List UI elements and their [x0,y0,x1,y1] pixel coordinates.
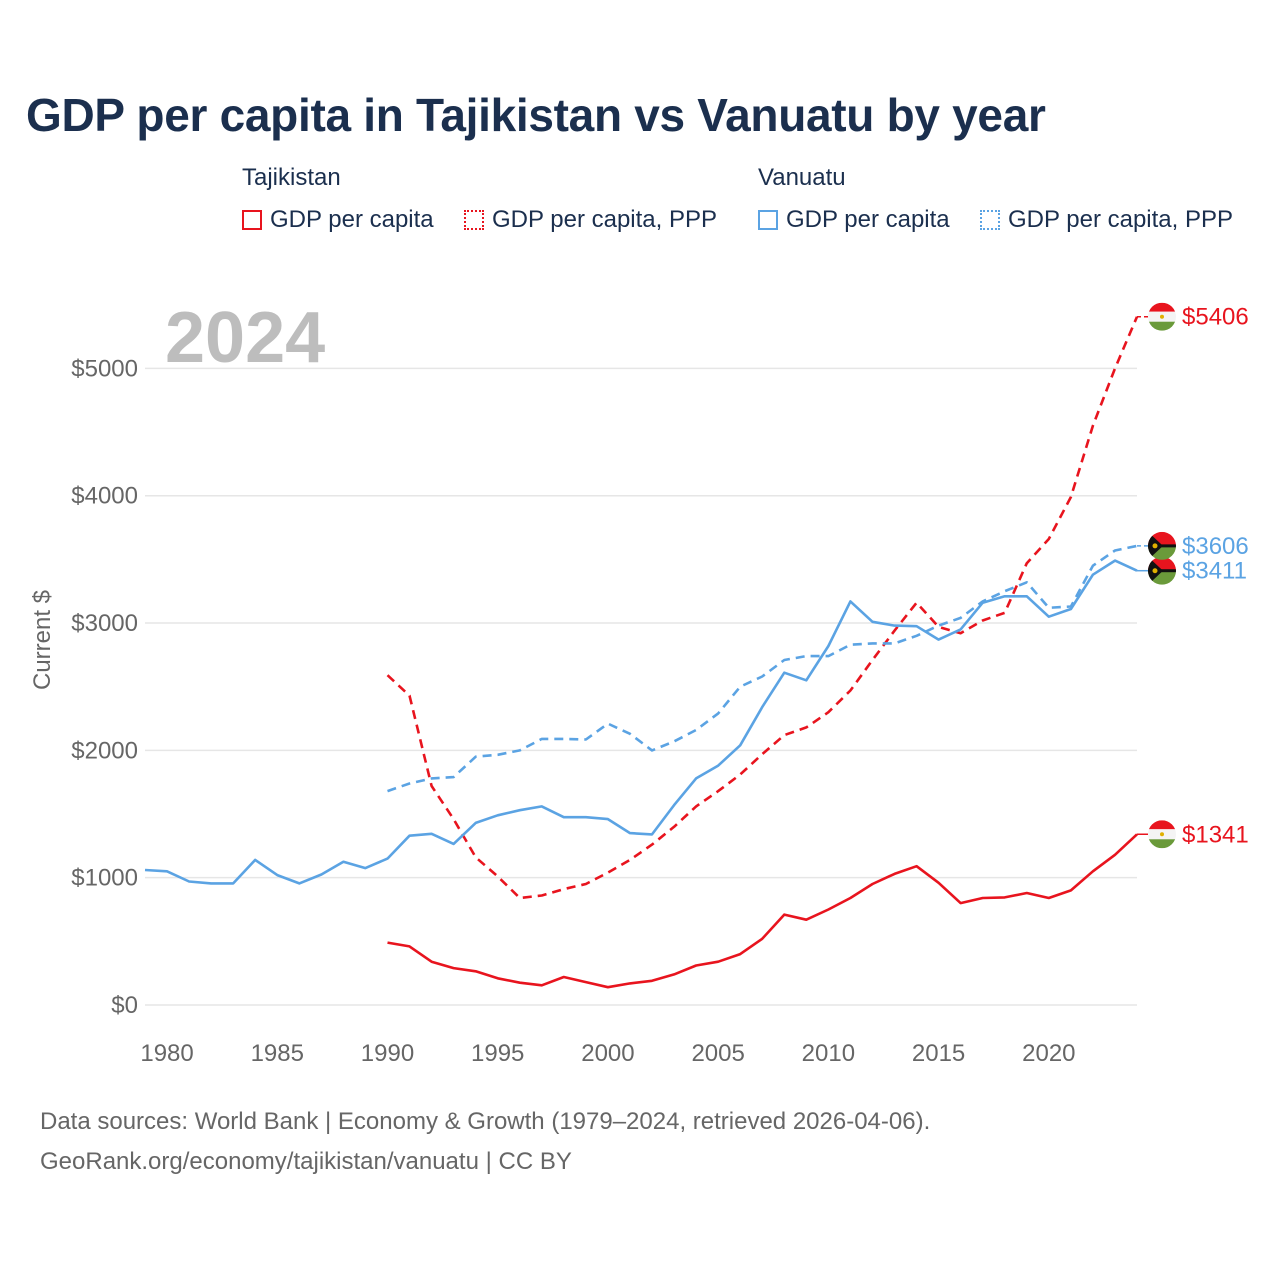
legend-label: GDP per capita, PPP [1008,206,1233,233]
legend-swatch [758,210,778,230]
x-tick-label: 2000 [581,1040,634,1067]
tajikistan-flag-icon [1148,302,1176,331]
end-value-label: $1341 [1182,821,1249,848]
end-value-label: $3606 [1182,533,1249,560]
legend-label: GDP per capita [270,206,434,233]
x-tick-label: 1985 [251,1040,304,1067]
footer-sources: Data sources: World Bank | Economy & Gro… [40,1108,931,1135]
legend-swatch [464,210,484,230]
x-tick-label: 2020 [1022,1040,1075,1067]
vanuatu-flag-icon [1148,556,1176,585]
y-axis-label: Current $ [29,590,56,690]
series-line-vanuatu-gdp-per-capita-ppp [387,544,1138,793]
y-tick-label: $1000 [71,865,138,892]
x-tick-label: 2005 [691,1040,744,1067]
series-line-tajikistan-gdp-per-capita-ppp [386,316,1139,900]
x-tick-label: 2010 [802,1040,855,1067]
x-tick-label: 1980 [140,1040,193,1067]
y-tick-label: $0 [111,992,138,1019]
footer-attribution: GeoRank.org/economy/tajikistan/vanuatu |… [40,1148,572,1175]
legend-group-vanuatu: Vanuatu [758,164,846,191]
end-value-label: $5406 [1182,304,1249,331]
legend-group-tajikistan: Tajikistan [242,164,341,191]
year-label: 2024 [165,298,325,378]
y-tick-label: $5000 [71,355,138,382]
y-tick-label: $4000 [71,483,138,510]
tajikistan-flag-icon [1148,820,1176,849]
legend-swatch [242,210,262,230]
legend-label: GDP per capita, PPP [492,206,717,233]
legend-item-vanuatu-gdp[interactable]: GDP per capita [758,206,950,234]
x-tick-label: 1990 [361,1040,414,1067]
end-value-label: $3411 [1182,558,1247,585]
vanuatu-flag-icon [1148,531,1176,560]
legend-label: GDP per capita [786,206,950,233]
series-line-tajikistan-gdp-per-capita [387,833,1138,989]
chart-title: GDP per capita in Tajikistan vs Vanuatu … [26,89,1046,141]
y-tick-label: $2000 [71,737,138,764]
series-line-vanuatu-gdp-per-capita [144,559,1138,885]
y-tick-label: $3000 [71,610,138,637]
x-tick-label: 1995 [471,1040,524,1067]
x-tick-label: 2015 [912,1040,965,1067]
legend-swatch [980,210,1000,230]
legend-item-vanuatu-gdp-ppp[interactable]: GDP per capita, PPP [980,206,1233,234]
legend-item-tajikistan-gdp[interactable]: GDP per capita [242,206,434,234]
legend-item-tajikistan-gdp-ppp[interactable]: GDP per capita, PPP [464,206,717,234]
